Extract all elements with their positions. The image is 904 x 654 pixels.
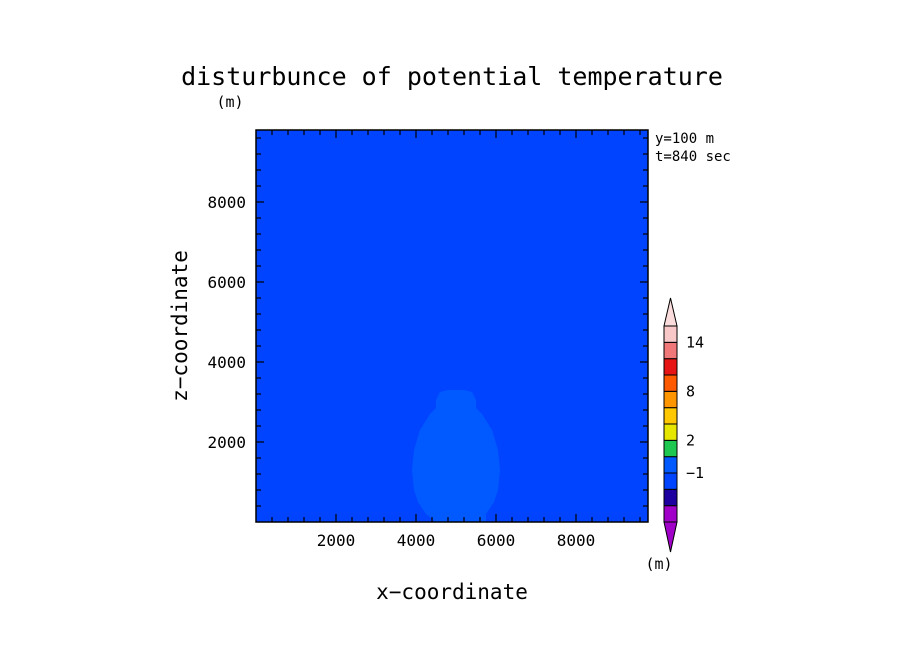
colorbar-label: 8 (686, 382, 695, 400)
colorbar-segment (663, 374, 678, 392)
colorbar-label: −1 (686, 464, 704, 482)
colorbar-segment (663, 456, 678, 474)
plot-area (256, 130, 648, 522)
y-axis-label: z−coordinate (168, 250, 192, 402)
annotation-y: y=100 m (655, 131, 714, 147)
plot-frame (255, 129, 649, 523)
colorbar-segment (663, 341, 678, 360)
colorbar-unit: (m) (645, 555, 672, 573)
colorbar-label: 2 (686, 431, 695, 449)
colorbar-segment (663, 325, 678, 343)
colorbar-extend-low (663, 521, 678, 553)
y-tick-label: 6000 (207, 273, 246, 292)
colorbar-segment (663, 472, 678, 490)
y-tick-label: 2000 (207, 433, 246, 452)
y-tick-label: 4000 (207, 353, 246, 372)
colorbar-label: 14 (686, 333, 704, 351)
y-tick-label: 8000 (207, 193, 246, 212)
colorbar: 14 8 2 −1 (663, 297, 704, 553)
x-tick-label: 6000 (477, 531, 516, 550)
x-tick-label: 2000 (317, 531, 356, 550)
x-axis-label: x−coordinate (376, 580, 528, 604)
colorbar-segment (663, 439, 678, 458)
colorbar-segment (663, 390, 678, 409)
colorbar-extend-high (663, 297, 678, 327)
title-unit: (m) (216, 93, 243, 111)
thermal-bubble (412, 390, 500, 522)
chart-title: disturbunce of potential temperature (181, 62, 723, 91)
colorbar-segment (663, 407, 678, 425)
x-tick-label: 4000 (397, 531, 436, 550)
axes (255, 129, 649, 523)
colorbar-segment (663, 423, 678, 441)
colorbar-segment (663, 488, 678, 507)
annotation-t: t=840 sec (655, 149, 731, 165)
x-tick-label: 8000 (557, 531, 596, 550)
colorbar-segment (663, 358, 678, 376)
ticks: 2000 4000 6000 8000 2000 4000 6000 8000 (207, 130, 648, 550)
colorbar-segment (663, 505, 678, 523)
